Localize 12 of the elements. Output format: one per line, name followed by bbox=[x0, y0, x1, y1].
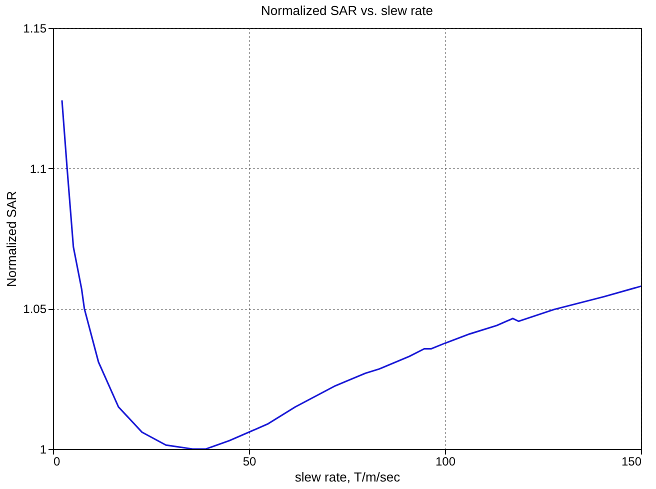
x-axis-title: slew rate, T/m/sec bbox=[294, 470, 401, 484]
y-tick-label: 1.05 bbox=[23, 302, 47, 316]
x-tick-label: 50 bbox=[242, 454, 256, 468]
x-tick-label: 0 bbox=[54, 454, 60, 468]
x-tick-label: 100 bbox=[435, 454, 456, 468]
x-tick-label: 150 bbox=[621, 454, 642, 468]
y-tick-label: 1 bbox=[40, 442, 47, 456]
y-tick-label: 1.1 bbox=[30, 162, 47, 176]
line-series bbox=[61, 100, 641, 449]
chart-title: Normalized SAR vs. slew rate bbox=[261, 3, 433, 18]
y-axis-title: Normalized SAR bbox=[4, 190, 20, 288]
y-tick-label: 1.15 bbox=[23, 22, 47, 36]
